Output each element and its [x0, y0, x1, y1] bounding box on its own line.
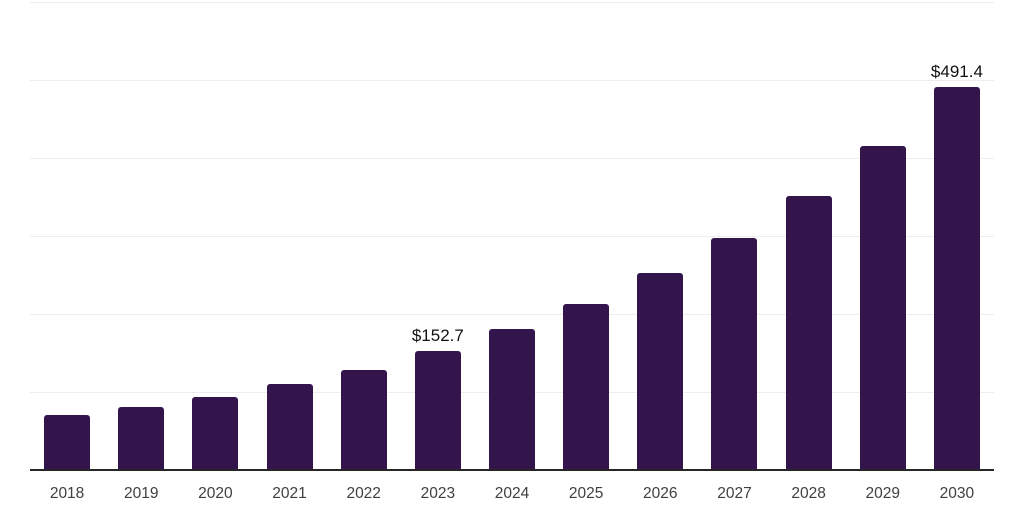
x-tick-label-2021: 2021: [272, 485, 307, 502]
bar-2018: [44, 415, 91, 470]
gridline-400: [30, 158, 994, 159]
bar-2026: [637, 273, 684, 470]
gridline-200: [30, 314, 994, 315]
bar-2025: [563, 303, 610, 470]
x-tick-label-2018: 2018: [49, 485, 85, 502]
gridline-600: [30, 2, 994, 3]
bar-2027: [711, 237, 758, 470]
bar-2019: [118, 406, 165, 470]
x-tick-label-2028: 2028: [791, 485, 826, 502]
gridline-300: [30, 236, 994, 237]
bar-2023: [414, 350, 461, 470]
x-tick-label-2024: 2024: [494, 485, 530, 502]
x-tick-label-2029: 2029: [865, 485, 901, 502]
x-tick-label-2030: 2030: [939, 485, 975, 502]
bar-2020: [192, 397, 239, 470]
data-label-2023: $152.7: [411, 325, 464, 345]
x-tick-label-2019: 2019: [123, 485, 159, 502]
x-tick-label-2027: 2027: [717, 485, 752, 502]
x-tick-label-2022: 2022: [346, 485, 381, 502]
bar-2029: [859, 145, 906, 470]
bar-2021: [266, 384, 313, 470]
bar-2024: [489, 329, 535, 470]
gridline-500: [30, 80, 994, 81]
bar-2022: [340, 370, 387, 470]
x-tick-label-2020: 2020: [198, 485, 233, 502]
x-tick-label-2023: 2023: [420, 485, 456, 502]
x-tick-label-2026: 2026: [643, 485, 678, 502]
bar-2028: [785, 195, 832, 470]
x-axis-line: [30, 469, 994, 471]
bar-2030: [933, 86, 980, 470]
data-label-2030: $491.4: [930, 61, 983, 81]
x-tick-label-2025: 2025: [568, 485, 604, 502]
